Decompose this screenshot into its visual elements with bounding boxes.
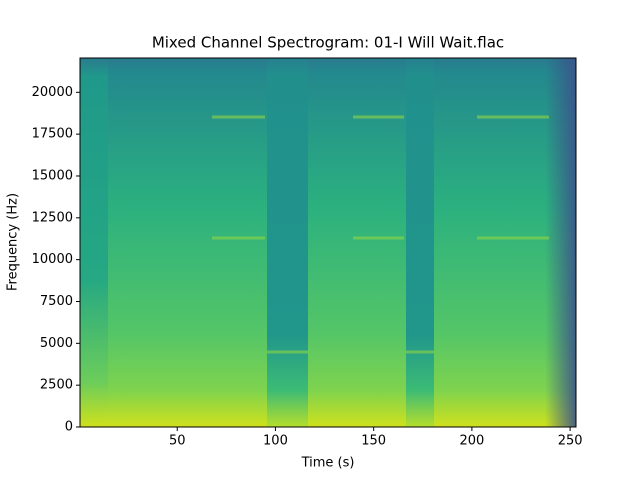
x-tick-label: 250: [558, 434, 583, 449]
y-tick-label: 17500: [32, 127, 73, 142]
x-tick-label: 150: [361, 434, 386, 449]
spectrogram-image: [80, 58, 576, 427]
y-tick-label: 5000: [40, 336, 73, 351]
y-axis-label: Frequency (Hz): [6, 193, 21, 291]
y-tick-label: 12500: [32, 210, 73, 225]
y-tick-label: 10000: [32, 252, 73, 267]
y-tick-label: 20000: [32, 85, 73, 100]
x-tick-label: 50: [169, 434, 186, 449]
axes-frame: [79, 57, 577, 428]
y-tick-label: 0: [65, 420, 73, 435]
y-tick-label: 7500: [40, 294, 73, 309]
x-tick-label: 100: [263, 434, 288, 449]
chart-title: Mixed Channel Spectrogram: 01-I Will Wai…: [152, 34, 504, 52]
y-tick-label: 15000: [32, 168, 73, 183]
x-axis-label: Time (s): [301, 456, 355, 471]
y-tick-label: 2500: [40, 378, 73, 393]
x-tick-label: 200: [459, 434, 484, 449]
